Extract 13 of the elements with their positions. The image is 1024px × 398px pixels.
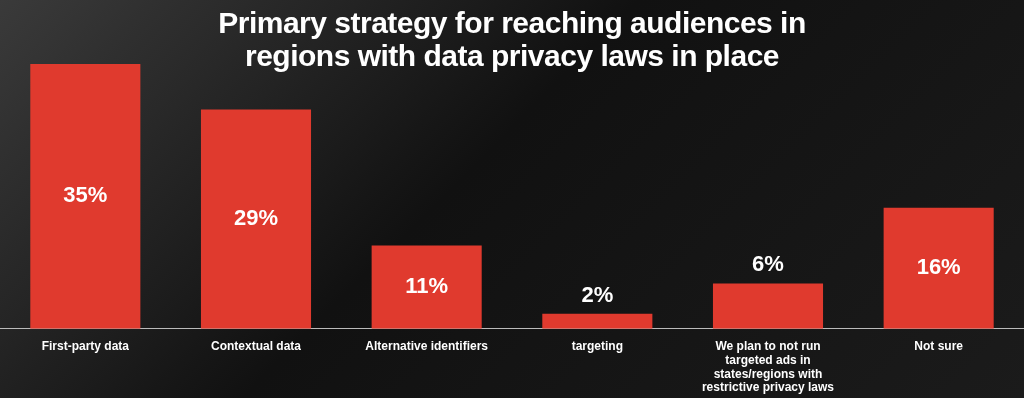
x-tick-label: Not sure: [914, 339, 964, 354]
x-tick-label: First-party data: [41, 339, 130, 354]
data-label: 35%: [63, 182, 108, 208]
x-tick-label: Alternative identifiers: [365, 339, 489, 354]
x-tick-label: Contextual data: [210, 339, 302, 354]
x-tick-label: targeting: [571, 339, 624, 354]
data-label: 11%: [405, 273, 449, 299]
data-label: 29%: [233, 205, 279, 231]
data-label: 2%: [581, 281, 614, 307]
chart-title: Primary strategy for reaching audiences in regions with data privacy laws in place: [217, 5, 807, 72]
data-label: 16%: [916, 254, 961, 280]
x-tick-label: We plan to not run targeted ads in states/regions with restrictive privacy laws: [701, 339, 835, 395]
data-label: 6%: [752, 251, 784, 277]
